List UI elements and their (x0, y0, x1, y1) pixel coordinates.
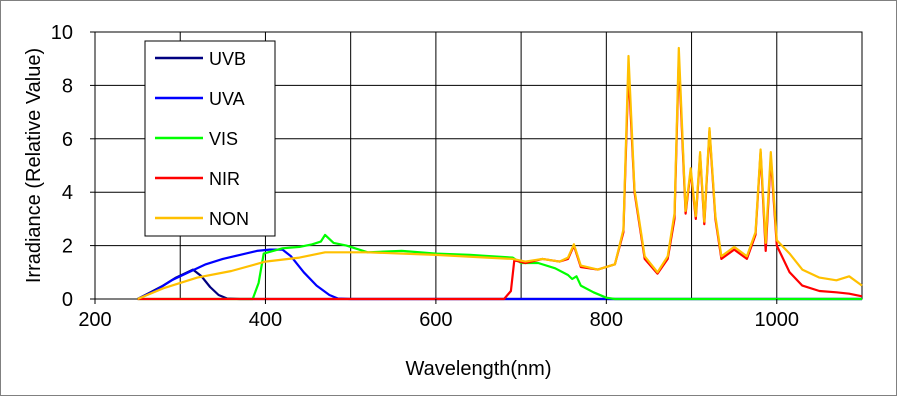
series-line-uva (137, 248, 862, 301)
legend-label-non: NON (209, 209, 249, 229)
y-tick-label: 8 (62, 75, 73, 97)
y-tick-label: 10 (51, 22, 73, 44)
legend-label-uva: UVA (209, 89, 245, 109)
x-tick-label: 200 (78, 309, 111, 331)
x-axis-label: Wavelength(nm) (406, 358, 552, 380)
legend: UVB UVA VIS NIR NON (144, 40, 276, 237)
y-tick-label: 0 (62, 289, 73, 311)
series-line-vis (137, 233, 862, 301)
x-tick-label: 1000 (755, 309, 800, 331)
series-layer (137, 46, 863, 301)
y-tick-label: 4 (62, 182, 73, 204)
legend-label-nir: NIR (209, 169, 240, 189)
series-line-non (137, 46, 863, 301)
y-tick-label: 2 (62, 236, 73, 258)
x-tick-label: 600 (419, 309, 452, 331)
x-tick-label: 400 (249, 309, 282, 331)
legend-label-uvb: UVB (209, 49, 246, 69)
y-axis-label: Irradiance (Relative Value) (23, 48, 45, 283)
x-tick-label: 800 (590, 309, 623, 331)
y-tick-label: 6 (62, 129, 73, 151)
legend-label-vis: VIS (209, 129, 238, 149)
axis-ticks: 200 400 600 800 1000 0 2 4 6 8 10 (51, 22, 799, 331)
